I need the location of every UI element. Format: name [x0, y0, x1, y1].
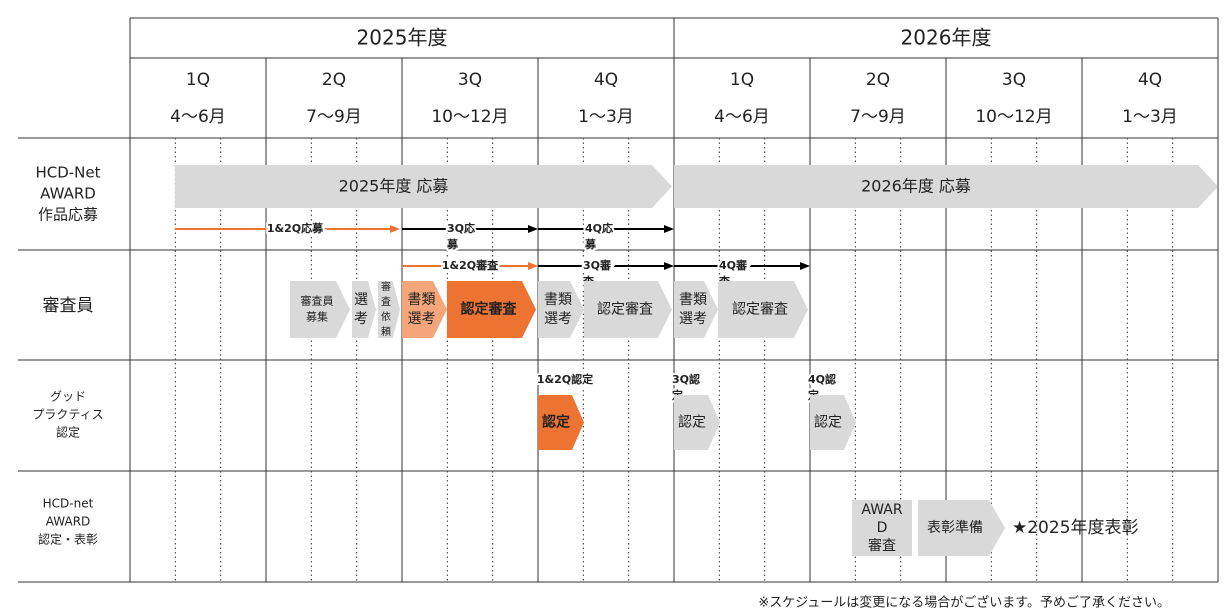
label: 選考 — [679, 311, 707, 327]
label: 審査 — [868, 538, 896, 554]
label: 認定審査 — [461, 301, 518, 318]
period-label: 募 — [584, 237, 597, 251]
month-label: 10～12月 — [975, 107, 1052, 127]
quarter-label: 4Q — [1138, 70, 1162, 90]
label: 審査員 — [301, 294, 334, 308]
label: 審 — [381, 280, 391, 293]
quarter-label: 1Q — [186, 70, 210, 90]
step-arrow — [584, 281, 672, 338]
label: 選考 — [544, 311, 572, 327]
quarter-label: 2Q — [322, 70, 346, 90]
bar-label: 2025年度 応募 — [339, 177, 449, 196]
award-label: ★2025年度表彰 — [1012, 518, 1139, 538]
period-label: 1&2Q応募 — [267, 221, 324, 235]
arrow-head — [664, 225, 674, 233]
quarter-label: 2Q — [866, 70, 890, 90]
month-label: 4～6月 — [170, 107, 226, 127]
arrow-head — [664, 262, 674, 270]
step-arrow — [352, 281, 376, 338]
label: 選 — [354, 292, 368, 308]
note: ※スケジュールは変更になる場合がございます。予めご了承ください。 — [758, 595, 1170, 611]
label: プラクティス — [32, 408, 103, 422]
step-box — [852, 500, 912, 556]
quarter-label: 4Q — [594, 70, 618, 90]
step-arrow — [175, 165, 672, 208]
label: 認定審査 — [732, 302, 788, 318]
year-label: 2026年度 — [901, 26, 992, 50]
period-label: 3Q審 — [583, 258, 612, 272]
label: 依 — [381, 310, 391, 323]
year-label: 2025年度 — [357, 26, 448, 50]
step-arrow — [718, 281, 808, 338]
month-label: 10～12月 — [431, 107, 508, 127]
label: 認定 — [56, 425, 80, 440]
label: 認定審査 — [597, 302, 653, 318]
quarter-label: 3Q — [1002, 70, 1026, 90]
period-label: 4Q認 — [808, 372, 836, 386]
label: 査 — [381, 295, 391, 308]
label: 認定 — [542, 414, 570, 431]
period-label: 3Q応 — [447, 221, 475, 235]
month-label: 7～9月 — [850, 107, 906, 127]
step-arrow — [447, 281, 536, 338]
label: HCD-Net — [35, 164, 100, 182]
arrow-head — [800, 262, 810, 270]
label: 表彰準備 — [927, 519, 983, 536]
label: 認定 — [814, 415, 842, 431]
month-label: 4～6月 — [714, 107, 770, 127]
period-label: 募 — [446, 237, 459, 251]
label: 書類 — [679, 292, 707, 308]
step-arrow — [674, 281, 718, 338]
step-arrow — [810, 395, 856, 450]
quarter-label: 3Q — [458, 70, 482, 90]
arrow-head — [528, 225, 538, 233]
quarter-label: 1Q — [730, 70, 754, 90]
bar-label: 2026年度 応募 — [861, 177, 971, 196]
label: AWAR — [861, 502, 902, 518]
step-arrow — [378, 281, 400, 338]
arrow-head — [528, 262, 538, 270]
period-label: 1&2Q審査 — [442, 258, 498, 272]
label: AWARD — [46, 515, 91, 529]
label: 認定 — [678, 415, 706, 431]
label: 審査員 — [43, 296, 94, 316]
label: グッド — [50, 390, 86, 404]
label: 作品応募 — [38, 206, 98, 224]
step-arrow — [674, 395, 720, 450]
label: 選考 — [408, 311, 436, 327]
label: 考 — [354, 311, 368, 327]
period-label: 1&2Q認定 — [537, 372, 593, 386]
month-label: 1～3月 — [578, 107, 634, 127]
step-arrow — [674, 165, 1218, 208]
period-label: 3Q認 — [672, 372, 700, 386]
month-label: 1～3月 — [1122, 107, 1178, 127]
label: 書類 — [408, 292, 436, 308]
period-label: 4Q審 — [719, 258, 748, 272]
label: 認定・表彰 — [38, 532, 98, 547]
step-arrow — [538, 395, 584, 450]
step-arrow — [918, 500, 1005, 556]
month-label: 7～9月 — [306, 107, 362, 127]
label: 募集 — [306, 310, 328, 324]
period-label: 4Q応 — [585, 221, 613, 235]
label: 頼 — [381, 326, 391, 338]
label: HCD-net — [43, 497, 94, 511]
step-arrow — [402, 281, 447, 338]
arrow-head — [390, 225, 400, 233]
step-arrow — [290, 281, 350, 338]
label: AWARD — [40, 185, 96, 203]
label: 書類 — [544, 292, 572, 308]
label: D — [877, 520, 888, 536]
step-arrow — [538, 281, 584, 338]
